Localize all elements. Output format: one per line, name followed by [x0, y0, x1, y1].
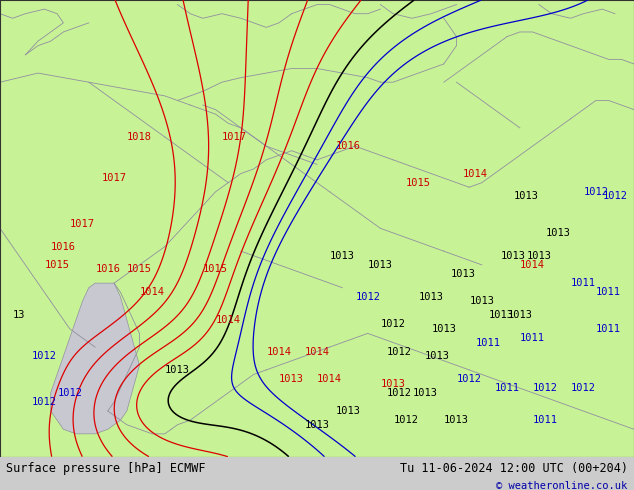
Text: 1013: 1013: [469, 296, 495, 306]
Text: 1013: 1013: [431, 324, 456, 334]
Text: 1011: 1011: [476, 338, 501, 347]
Text: 1012: 1012: [387, 388, 412, 398]
Text: 1013: 1013: [304, 420, 330, 430]
Text: 1013: 1013: [450, 269, 476, 279]
Text: 1011: 1011: [520, 333, 545, 343]
Text: Surface pressure [hPa] ECMWF: Surface pressure [hPa] ECMWF: [6, 462, 206, 475]
Text: 1012: 1012: [32, 397, 57, 407]
Text: 1014: 1014: [139, 287, 165, 297]
Text: 1013: 1013: [425, 351, 450, 361]
Text: 1013: 1013: [514, 192, 539, 201]
Text: 1012: 1012: [571, 383, 596, 393]
Text: 1013: 1013: [165, 365, 190, 375]
Text: 1013: 1013: [279, 374, 304, 384]
Text: 1012: 1012: [583, 187, 609, 197]
Text: 1013: 1013: [501, 251, 526, 261]
Text: 1013: 1013: [380, 379, 406, 389]
Text: 1017: 1017: [222, 132, 247, 142]
Text: 1012: 1012: [456, 374, 482, 384]
Text: 1011: 1011: [571, 278, 596, 288]
Text: 1014: 1014: [317, 374, 342, 384]
Text: 1017: 1017: [101, 173, 127, 183]
Text: 1012: 1012: [380, 319, 406, 329]
Text: 13: 13: [13, 310, 25, 320]
Text: 1016: 1016: [336, 141, 361, 151]
Text: 1014: 1014: [520, 260, 545, 270]
Text: © weatheronline.co.uk: © weatheronline.co.uk: [496, 481, 628, 490]
Text: 1016: 1016: [51, 242, 76, 251]
Text: 1014: 1014: [304, 346, 330, 357]
Text: 1013: 1013: [488, 310, 514, 320]
Text: 1012: 1012: [533, 383, 558, 393]
Text: 1011: 1011: [596, 287, 621, 297]
Text: 1015: 1015: [127, 265, 152, 274]
Text: 1013: 1013: [330, 251, 355, 261]
Text: 1013: 1013: [526, 251, 552, 261]
Polygon shape: [51, 283, 139, 434]
Text: 1013: 1013: [545, 228, 571, 238]
Text: 1013: 1013: [368, 260, 393, 270]
Text: 1015: 1015: [406, 178, 431, 188]
Text: 1012: 1012: [32, 351, 57, 361]
Text: 1018: 1018: [127, 132, 152, 142]
Text: 1012: 1012: [602, 192, 628, 201]
Text: 1014: 1014: [216, 315, 241, 325]
Text: 1017: 1017: [70, 219, 95, 229]
Text: 1013: 1013: [412, 388, 437, 398]
Text: 1015: 1015: [44, 260, 70, 270]
Text: 1015: 1015: [203, 265, 228, 274]
Text: 1011: 1011: [495, 383, 520, 393]
Text: 1014: 1014: [266, 346, 292, 357]
Text: 1016: 1016: [95, 265, 120, 274]
Text: 1013: 1013: [507, 310, 533, 320]
Text: 1011: 1011: [596, 324, 621, 334]
Text: 1012: 1012: [57, 388, 82, 398]
Text: 1013: 1013: [336, 406, 361, 416]
Text: 1012: 1012: [355, 292, 380, 302]
Text: 1013: 1013: [444, 415, 469, 425]
Text: 1014: 1014: [463, 169, 488, 178]
Text: Tu 11-06-2024 12:00 UTC (00+204): Tu 11-06-2024 12:00 UTC (00+204): [399, 462, 628, 475]
Text: 1012: 1012: [387, 346, 412, 357]
Text: 1011: 1011: [533, 415, 558, 425]
Text: 1012: 1012: [393, 415, 418, 425]
Text: 1013: 1013: [418, 292, 444, 302]
